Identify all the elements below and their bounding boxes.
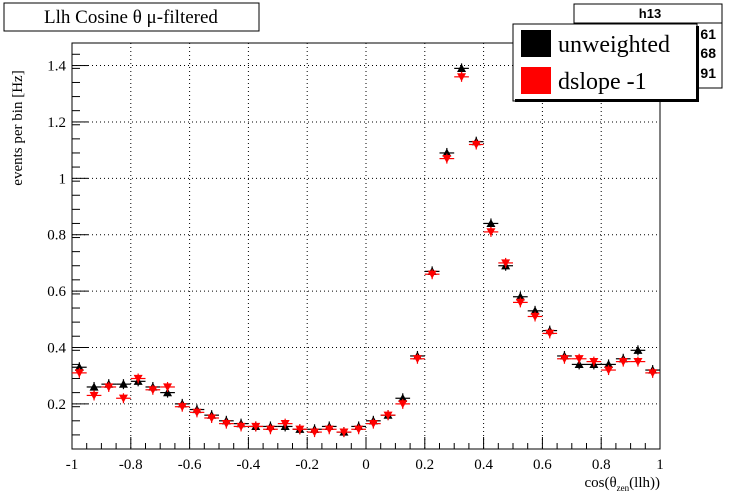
data-point [589,357,599,367]
data-point [310,428,320,437]
data-point [133,374,143,384]
data-point [604,366,614,375]
data-point [530,306,540,315]
data-point [74,369,84,378]
data-point [118,379,128,388]
data-point [442,154,452,164]
data-point [89,382,99,391]
x-axis-ticks: -1 -0.8 -0.6 -0.4 -0.2 0 0.2 0.4 0.6 0.8 1 [66,437,664,473]
data-point [177,403,187,412]
stats-entry: 61 [700,26,716,42]
data-point [471,140,481,149]
chart-title: Llh Cosine θ μ-filtered [44,7,218,28]
data-point [295,425,305,434]
data-point [457,73,467,82]
data-point [148,386,158,395]
data-point [104,383,114,392]
x-tick-label: -0.4 [237,457,261,473]
data-point [398,393,408,402]
data-point [163,388,173,397]
legend: unweighted dslope -1 [512,23,699,102]
y-tick-label: 1.2 [47,115,66,131]
title-box: Llh Cosine θ μ-filtered [3,2,260,32]
data-point [251,422,261,431]
x-tick-label: 0.4 [474,457,493,473]
data-point [633,345,643,354]
data-point [633,357,643,367]
y-axis-ticks: 0.2 0.4 0.6 0.8 1 1.2 1.4 [47,53,88,436]
data-point [89,391,99,400]
data-point [574,359,584,369]
data-point [427,270,437,279]
stats-entry: 68 [700,45,716,61]
data-point [545,329,555,338]
data-point [118,394,128,403]
legend-label-unweighted: unweighted [558,32,670,58]
x-tick-label: 0 [362,457,370,473]
data-point [354,425,364,434]
data-point [604,359,614,369]
x-axis-label: cos(θzen(llh)) [584,475,660,493]
x-tick-label: 0.8 [592,457,611,473]
data-series [72,63,660,438]
grid [72,43,660,449]
data-point [339,428,349,437]
data-point [368,420,378,429]
x-tick-label: -0.2 [295,457,319,473]
x-tick-label: -0.6 [178,457,202,473]
data-point [398,400,408,409]
data-point [486,228,496,237]
x-tick-label: 0.6 [533,457,552,473]
series-dslope [72,71,660,438]
data-point [530,312,540,321]
x-axis-label-tail: (llh)) [629,475,660,491]
y-tick-label: 0.4 [47,341,66,357]
x-axis-label-base: cos(θ [584,475,616,491]
x-tick-label: -0.8 [119,457,143,473]
data-point [618,357,628,367]
data-point [383,411,393,420]
data-point [559,355,569,364]
stats-box-name: h13 [639,6,661,21]
x-axis-label-sub: zen [617,483,630,493]
y-tick-label: 0.2 [47,397,66,413]
data-point [280,420,290,429]
data-point [207,414,217,423]
data-point [442,148,452,157]
data-point [501,259,511,268]
data-point [236,422,246,431]
y-tick-label: 1.4 [47,59,66,75]
data-point [515,292,525,301]
data-point [163,383,173,392]
data-point [324,425,334,434]
data-point [457,63,467,72]
data-point [192,408,202,417]
x-tick-label: -1 [66,457,79,473]
data-point [486,218,496,228]
y-tick-label: 1 [59,171,67,187]
legend-swatch-unweighted [521,30,551,57]
data-point [412,355,422,364]
y-tick-label: 0.6 [47,284,66,300]
x-tick-label: 0.2 [415,457,434,473]
y-tick-label: 0.8 [47,228,66,244]
data-point [515,298,525,307]
legend-label-dslope: dslope -1 [558,69,647,95]
legend-swatch-dslope [521,67,551,94]
data-point [574,355,584,364]
y-axis-label: events per bin [Hz] [10,70,26,185]
data-point [74,362,84,371]
data-point [221,420,231,429]
data-point [648,369,658,378]
data-point [265,425,275,434]
stats-entry: 91 [700,65,716,81]
x-tick-label: 1 [656,457,664,473]
